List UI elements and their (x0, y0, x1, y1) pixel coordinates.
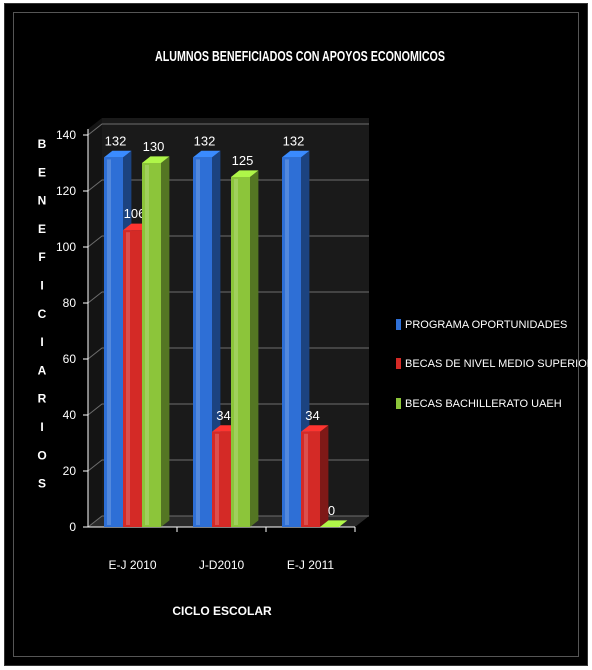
y-axis-label-letter: E (38, 222, 46, 236)
y-tick-label: 40 (63, 408, 77, 422)
legend-swatch (396, 398, 401, 409)
y-tick-label: 0 (69, 520, 76, 534)
legend-swatch (396, 319, 401, 330)
y-axis-label-letter: R (38, 392, 47, 406)
gridline (87, 123, 369, 136)
data-label: 132 (283, 133, 305, 148)
gridline (87, 403, 369, 416)
bar-top (104, 150, 132, 158)
y-axis-label-letter: O (37, 448, 46, 462)
bar-top (193, 150, 221, 158)
y-axis-label-letter: B (38, 137, 47, 151)
bar (212, 431, 231, 527)
chart-inner-border (13, 12, 579, 657)
legend-label: BECAS BACHILLERATO UAEH (405, 398, 562, 410)
bar (142, 163, 161, 527)
bar-highlight (304, 433, 308, 525)
y-axis-label-letter: I (40, 279, 43, 293)
x-tick-label: J-D2010 (199, 558, 245, 572)
bar-top (320, 520, 348, 527)
data-label: 130 (143, 139, 165, 154)
y-tick-label: 140 (56, 128, 76, 142)
data-label: 0 (328, 503, 335, 518)
y-axis-label-letter: E (38, 165, 46, 179)
gridline (87, 235, 369, 248)
x-axis-label: CICLO ESCOLAR (172, 604, 272, 618)
bar (123, 230, 142, 527)
gridline (87, 179, 369, 192)
bar-top (142, 156, 170, 163)
bar (282, 157, 301, 527)
bar (193, 157, 212, 527)
legend-swatch (396, 358, 401, 369)
bar-highlight (145, 165, 149, 525)
bar-highlight (196, 159, 200, 525)
data-label: 34 (216, 408, 230, 423)
y-axis-label-letter: I (40, 335, 43, 349)
chart-title: ALUMNOS BENEFICIADOS CON APOYOS ECONOMIC… (155, 48, 445, 65)
legend-label: PROGRAMA OPORTUNIDADES (405, 319, 567, 331)
bar-highlight (234, 179, 238, 525)
gridline (87, 459, 369, 472)
y-axis-label-letter: S (38, 477, 46, 491)
bar-highlight (107, 159, 111, 525)
y-tick-label: 120 (56, 184, 76, 198)
legend-label: BECAS DE NIVEL MEDIO SUPERIOR SEP (405, 358, 592, 370)
gridline (87, 291, 369, 304)
y-tick-label: 60 (63, 352, 77, 366)
data-label: 34 (305, 408, 319, 423)
bar-highlight (126, 232, 130, 525)
data-label: 125 (232, 153, 254, 168)
y-tick-label: 100 (56, 240, 76, 254)
bar-top (282, 150, 310, 158)
gridline (87, 515, 369, 528)
bar-side (250, 170, 259, 527)
bar-side (320, 425, 329, 527)
data-label: 106 (124, 206, 146, 221)
gridline (87, 347, 369, 360)
x-tick-label: E-J 2011 (287, 558, 334, 572)
data-label: 132 (194, 133, 216, 148)
bar (301, 431, 320, 527)
bar-side (161, 156, 170, 527)
bar-top (231, 170, 259, 177)
data-label: 132 (105, 133, 127, 148)
y-axis-label-letter: F (38, 250, 45, 264)
y-axis-label-letter: C (38, 307, 47, 321)
bar (231, 177, 250, 527)
y-tick-label: 80 (63, 296, 77, 310)
plot-side-wall (88, 118, 102, 527)
y-tick-label: 20 (63, 464, 77, 478)
y-axis-label-letter: N (38, 194, 47, 208)
y-axis-label-letter: I (40, 420, 43, 434)
y-axis-label-letter: A (38, 363, 47, 377)
bar (104, 157, 123, 527)
bar-highlight (215, 433, 219, 525)
x-tick-label: E-J 2010 (108, 558, 156, 572)
bar-top (301, 425, 329, 432)
bar-highlight (285, 159, 289, 525)
